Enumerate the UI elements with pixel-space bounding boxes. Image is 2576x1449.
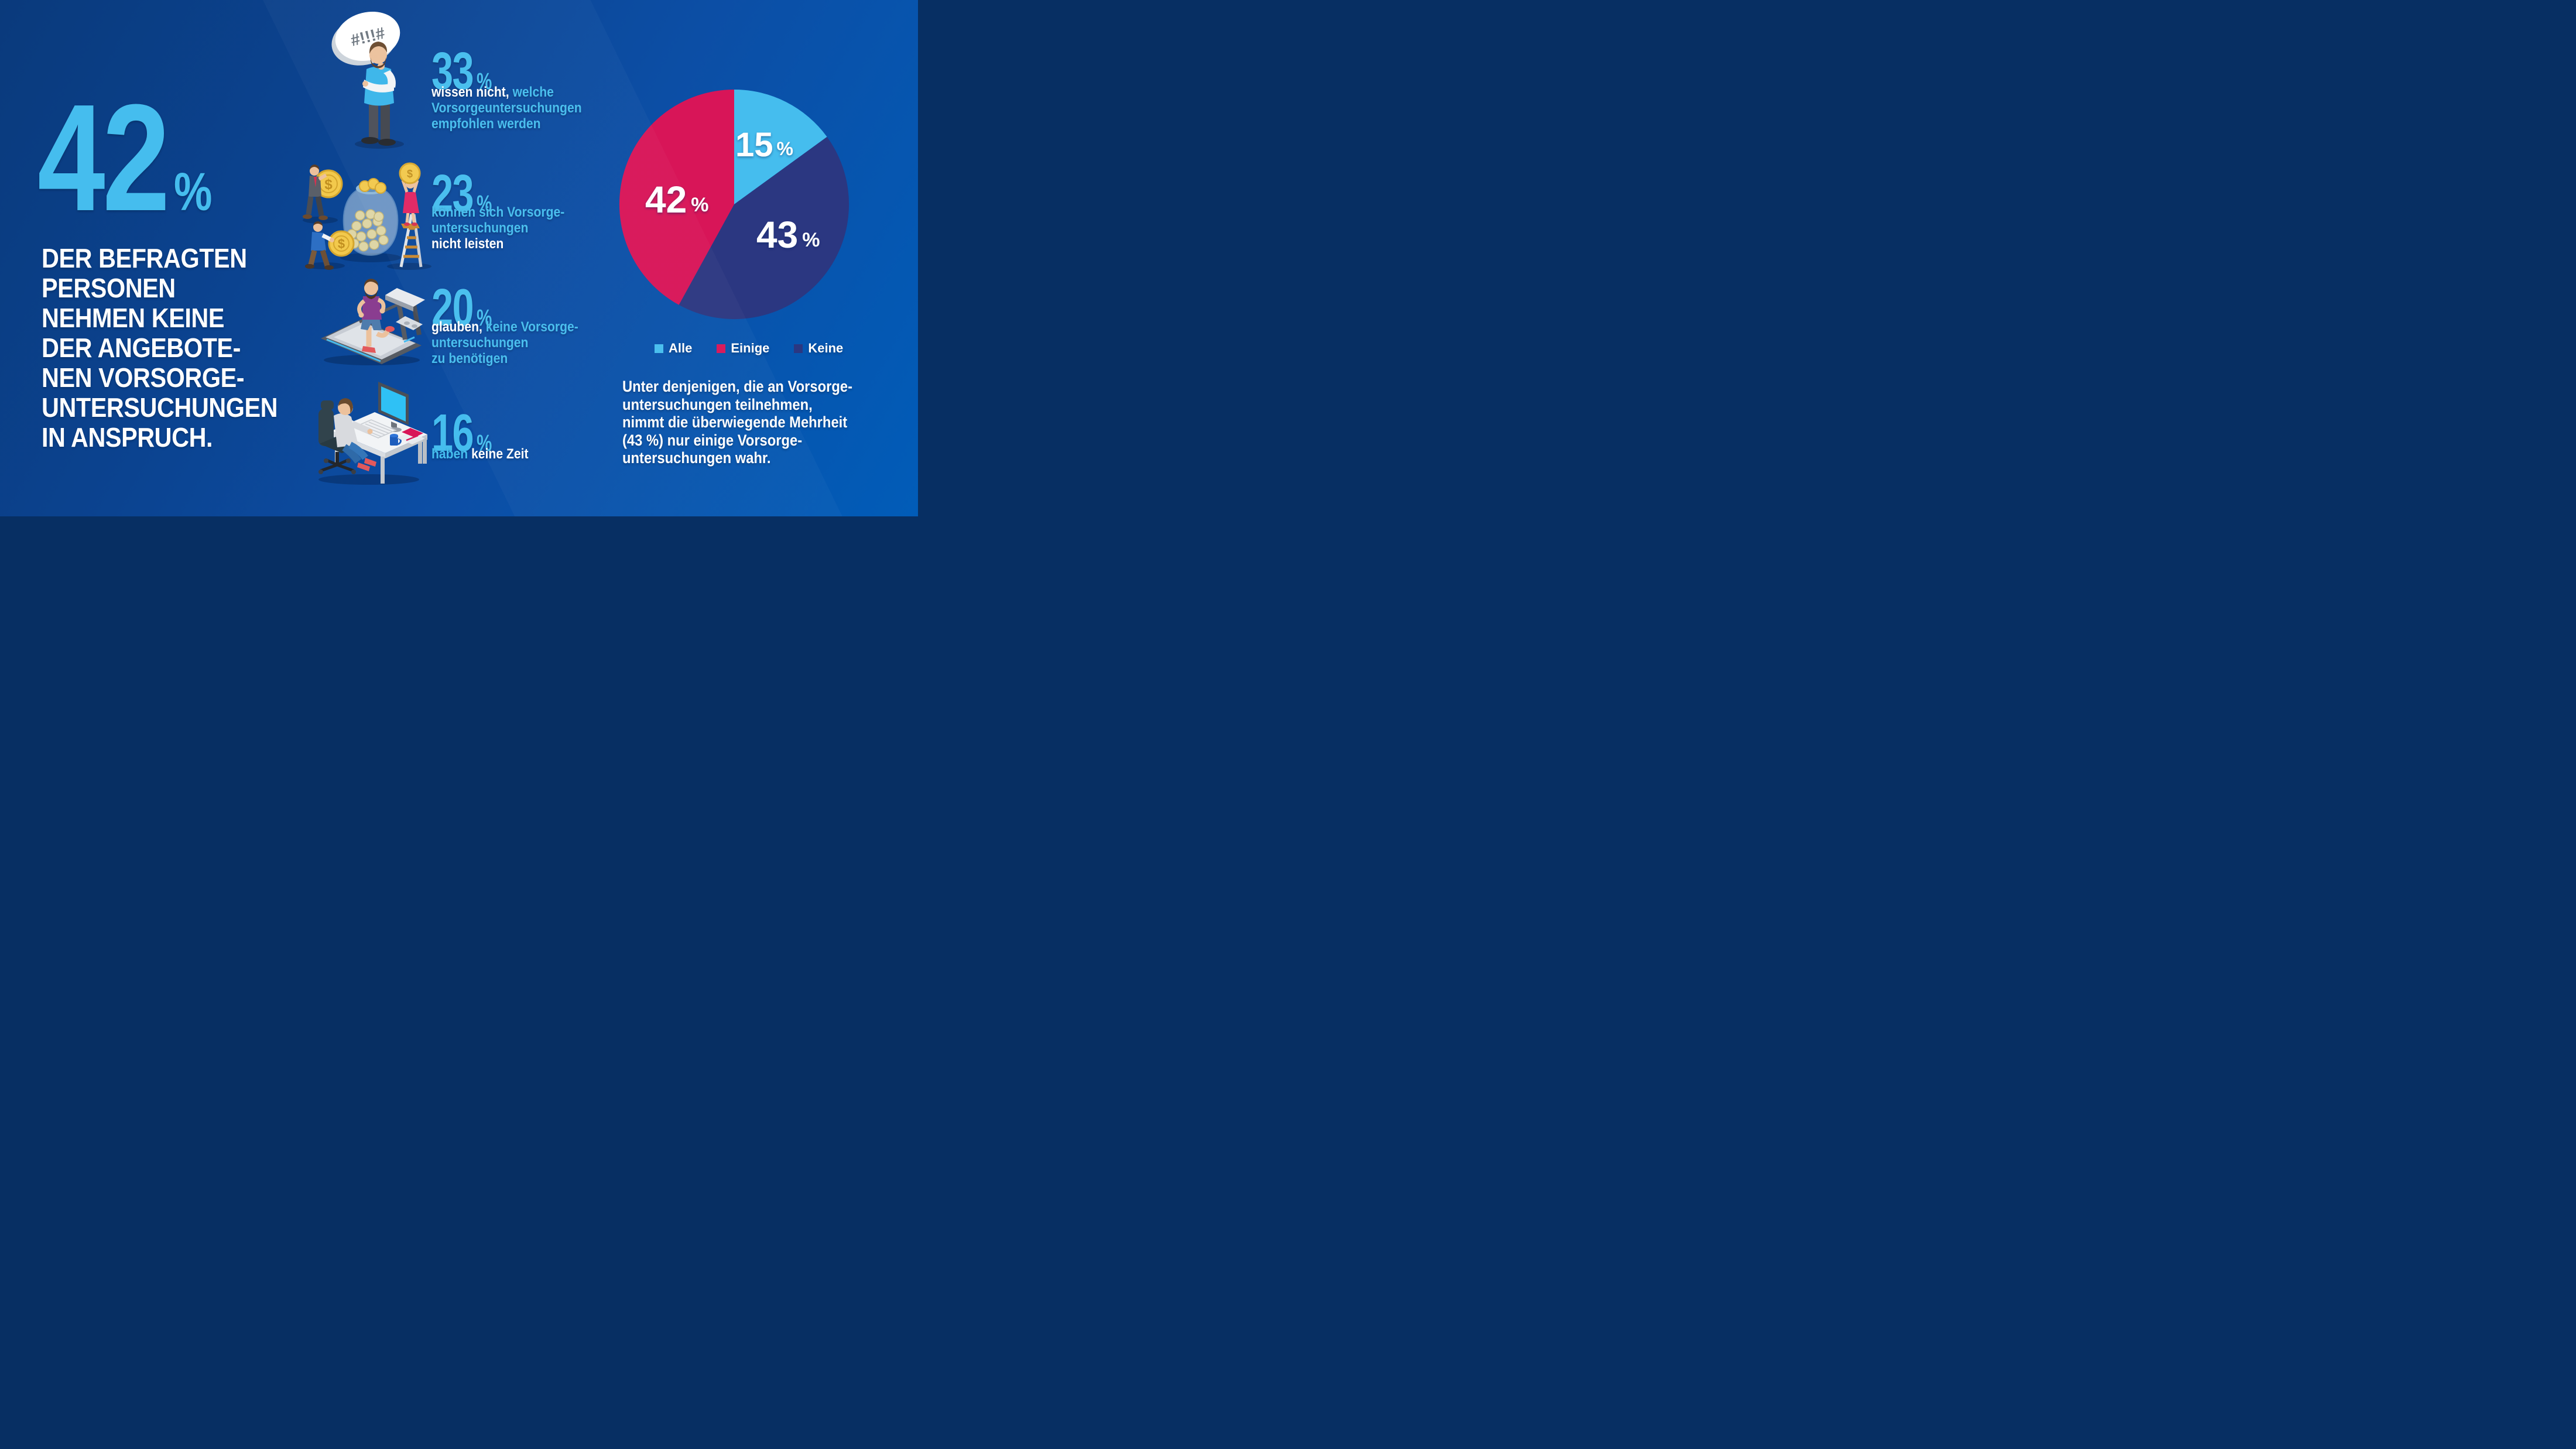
caption-line: PERSONEN: [42, 273, 176, 303]
pie-label-keine: 43%: [756, 214, 820, 256]
office-chair-and-person: [318, 398, 376, 474]
pie-slice-alle: [734, 90, 827, 204]
legend-label: Einige: [731, 341, 770, 355]
mug-icon: [390, 434, 402, 446]
pie-label-einige: 42%: [645, 179, 708, 221]
caption-line: NEHMEN KEINE: [42, 303, 225, 333]
legend-item-alle: Alle: [655, 341, 692, 356]
legend-label: Keine: [808, 341, 844, 355]
footnote-paragraph: Unter denjenigen, die an Vorsorge- unter…: [622, 378, 884, 467]
pie-slice-keine: [679, 136, 849, 320]
stat-text-part: untersuchungen: [431, 335, 529, 351]
gold-coins: [359, 178, 386, 194]
stat-text-part: wissen nicht,: [431, 84, 509, 100]
stat-text-part: glauben,: [431, 319, 482, 335]
footnote-line: Unter denjenigen, die an Vorsorge-: [622, 378, 852, 395]
stat-text-part: empfohlen werden: [431, 116, 541, 132]
pie-chart: 15% 42% 43%: [619, 89, 849, 320]
stat-text-part: welche: [509, 84, 554, 100]
percent-sign: %: [477, 430, 492, 456]
legend-item-keine: Keine: [794, 341, 843, 356]
pie-legend: Alle Einige Keine: [655, 341, 843, 356]
stat-text-part: können sich Vorsorge-: [431, 204, 565, 220]
footnote-line: (43 %) nur einige Vorsorge-: [622, 431, 803, 449]
caption-line: NEN VORSORGE-: [42, 362, 245, 393]
woman-on-ladder: $: [399, 162, 423, 268]
stat-16-number: 16 %: [431, 407, 492, 460]
stat-20-text: glauben, keine Vorsorge- untersuchungen …: [431, 319, 598, 366]
legend-label: Alle: [669, 341, 693, 355]
footnote-line: nimmt die überwiegende Mehrheit: [622, 413, 848, 431]
treadmill-illustration: [321, 279, 425, 365]
monitor-icon: [378, 382, 409, 432]
caption-line: DER ANGEBOTE-: [42, 333, 241, 363]
desk-work-illustration: [318, 382, 427, 485]
pie-slice-einige: [619, 89, 734, 305]
stat-text-part: nicht leisten: [431, 236, 504, 252]
footnote-line: untersuchungen teilnehmen,: [622, 395, 813, 413]
stat-value: 20: [431, 279, 474, 337]
headline-percent-sign: %: [173, 162, 213, 222]
speech-bubble-icon: #!!!#: [331, 11, 400, 66]
notebook-icon: [397, 428, 425, 444]
svg-text:$: $: [407, 168, 413, 180]
percent-sign: %: [477, 68, 492, 94]
percent-sign: %: [477, 191, 492, 217]
legend-swatch-alle: [655, 344, 663, 353]
headline-number: 42: [37, 73, 170, 243]
stat-text-part: zu benötigen: [431, 351, 508, 366]
stat-text-part: keine Zeit: [471, 446, 529, 462]
svg-text:$: $: [338, 237, 345, 251]
caption-line: DER BEFRAGTEN: [42, 243, 247, 273]
suit-man-with-coin: $: [303, 165, 343, 220]
headline-caption: DER BEFRAGTEN PERSONEN NEHMEN KEINE DER …: [42, 244, 304, 453]
stat-33-number: 33 %: [431, 45, 492, 98]
percent-sign: %: [477, 305, 492, 331]
stat-value: 33: [431, 42, 474, 101]
legend-swatch-keine: [794, 344, 803, 353]
stat-value: 16: [431, 404, 474, 463]
caption-line: IN ANSPRUCH.: [42, 422, 213, 453]
svg-text:$: $: [324, 177, 333, 193]
coins-jar-illustration: $ $: [303, 162, 431, 270]
headline-percentage: 42 %: [37, 82, 212, 234]
caption-line: UNTERSUCHUNGEN: [42, 392, 278, 423]
stat-text-part: untersuchungen: [431, 220, 529, 236]
stat-text-part: haben: [431, 446, 472, 462]
stat-23-number: 23 %: [431, 167, 492, 220]
man-rolling-coin: $: [305, 221, 355, 270]
stat-16-text: haben keine Zeit: [431, 446, 542, 462]
stat-20-number: 20 %: [431, 282, 492, 334]
stat-value: 23: [431, 165, 474, 223]
stat-text-part: Vorsorgeuntersuchungen: [431, 100, 582, 116]
infographic-canvas: 42 % DER BEFRAGTEN PERSONEN NEHMEN KEINE…: [0, 0, 918, 516]
man-thinking-illustration: #!!!#: [331, 11, 404, 149]
footnote-line: untersuchungen wahr.: [622, 449, 771, 467]
legend-item-einige: Einige: [717, 341, 769, 356]
legend-swatch-einige: [717, 344, 726, 353]
stat-33-text: wissen nicht, welche Vorsorgeuntersuchun…: [431, 84, 602, 132]
stat-23-text: können sich Vorsorge- untersuchungen nic…: [431, 204, 583, 252]
pie-label-alle: 15%: [735, 126, 793, 164]
stat-text-part: keine Vorsorge-: [482, 319, 578, 335]
runner-figure: [357, 279, 395, 353]
